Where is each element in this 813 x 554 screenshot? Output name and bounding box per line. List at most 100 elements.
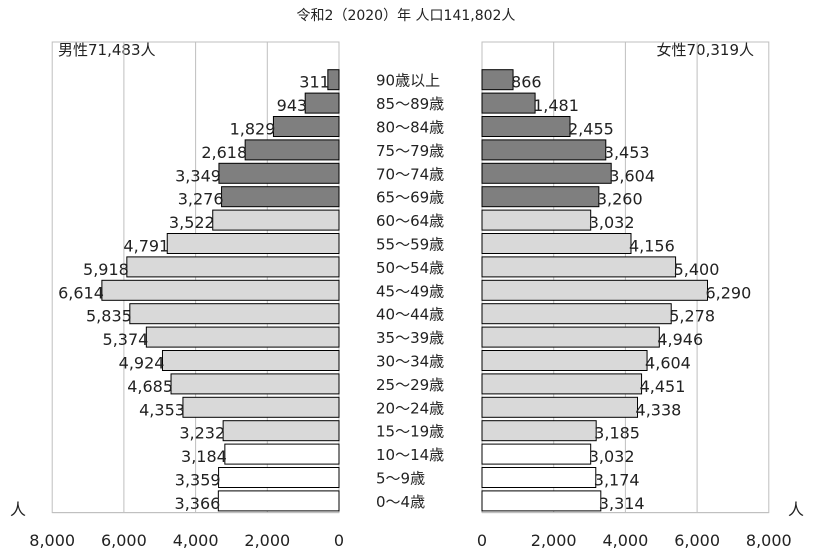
male-tick-label: 2,000	[244, 531, 290, 550]
age-group-label: 35～39歳	[376, 329, 444, 347]
female-value-label: 2,455	[568, 120, 614, 139]
female-value-label: 4,451	[640, 377, 686, 396]
male-tick-label: 4,000	[173, 531, 219, 550]
male-header: 男性71,483人	[58, 41, 156, 59]
male-bar	[218, 162, 340, 184]
female-value-label: 3,032	[589, 213, 635, 232]
male-bar	[212, 209, 340, 231]
female-value-label: 3,032	[589, 447, 635, 466]
male-bar	[217, 490, 340, 512]
female-tick-label: 4,000	[602, 531, 648, 550]
female-value-label: 1,481	[533, 96, 579, 115]
female-value-label: 3,174	[594, 471, 640, 490]
female-bar	[481, 373, 643, 395]
male-value-label: 2,618	[201, 143, 247, 162]
female-bar	[481, 116, 571, 137]
male-bar	[221, 186, 340, 208]
male-value-label: 3,366	[175, 494, 221, 513]
male-bar	[304, 92, 340, 114]
female-bar	[481, 467, 597, 488]
age-group-label: 45～49歳	[376, 282, 444, 300]
age-group-label: 20～24歳	[376, 399, 444, 417]
age-group-label: 55～59歳	[376, 236, 444, 254]
right-unit-label: 人	[788, 500, 804, 519]
age-group-label: 5～9歳	[376, 470, 425, 488]
male-value-label: 3,232	[179, 424, 225, 443]
male-bar	[145, 326, 340, 348]
age-group-label: 25～29歳	[376, 376, 444, 394]
female-value-label: 3,604	[609, 166, 655, 185]
age-group-label: 0～4歳	[376, 493, 425, 511]
female-tick-label: 6,000	[674, 531, 720, 550]
male-value-label: 1,829	[230, 120, 276, 139]
male-tick-label: 8,000	[29, 531, 75, 550]
female-bar	[481, 233, 632, 254]
female-bar	[481, 162, 612, 184]
age-group-label: 70～74歳	[376, 165, 444, 183]
age-group-label: 85～89歳	[376, 95, 444, 113]
male-value-label: 5,835	[86, 307, 132, 326]
male-bar	[126, 256, 340, 278]
age-group-label: 90歳以上	[376, 72, 440, 90]
female-value-label: 6,290	[705, 283, 751, 302]
age-group-label: 15～19歳	[376, 423, 444, 441]
age-group-label: 75～79歳	[376, 142, 444, 160]
male-value-label: 4,924	[119, 354, 165, 373]
female-value-label: 3,260	[597, 190, 643, 209]
male-value-label: 4,353	[139, 400, 185, 419]
male-value-label: 3,349	[175, 166, 221, 185]
male-value-label: 5,374	[103, 330, 149, 349]
male-bar	[272, 116, 340, 137]
female-bar	[481, 186, 600, 208]
male-bar	[170, 373, 340, 395]
female-value-label: 3,314	[599, 494, 645, 513]
male-bar	[129, 303, 340, 325]
male-value-label: 3,359	[175, 471, 221, 490]
female-value-label: 5,278	[669, 307, 715, 326]
female-bar	[481, 350, 648, 371]
female-bar	[481, 139, 607, 161]
male-value-label: 3,522	[169, 213, 215, 232]
age-group-label: 50～54歳	[376, 259, 444, 277]
male-value-label: 5,918	[83, 260, 129, 279]
female-bar	[481, 326, 660, 348]
age-group-label: 10～14歳	[376, 446, 444, 464]
male-value-label: 4,791	[123, 237, 169, 256]
age-group-label: 30～34歳	[376, 353, 444, 371]
male-tick-label: 0	[334, 531, 344, 550]
age-group-label: 80～84歳	[376, 119, 444, 137]
female-value-label: 866	[511, 73, 542, 92]
age-group-label: 40～44歳	[376, 306, 444, 324]
female-value-label: 4,156	[629, 237, 675, 256]
male-value-label: 3,184	[181, 447, 227, 466]
male-bar	[222, 420, 340, 442]
female-bar	[481, 443, 592, 465]
male-value-label: 4,685	[127, 377, 173, 396]
male-bar	[327, 69, 340, 91]
male-value-label: 3,276	[178, 190, 224, 209]
female-bar	[481, 209, 592, 231]
male-bar	[161, 350, 340, 371]
age-group-label: 65～69歳	[376, 189, 444, 207]
female-value-label: 5,400	[674, 260, 720, 279]
male-bar	[101, 279, 340, 301]
female-value-label: 4,946	[657, 330, 703, 349]
female-tick-label: 2,000	[531, 531, 577, 550]
female-bar	[481, 256, 677, 278]
female-value-label: 3,453	[604, 143, 650, 162]
female-value-label: 3,185	[594, 424, 640, 443]
left-unit-label: 人	[10, 500, 26, 519]
male-value-label: 6,614	[58, 283, 104, 302]
female-bar	[481, 420, 597, 442]
male-bar	[182, 396, 340, 418]
male-bar	[218, 467, 340, 488]
female-panel: 0 2,000 4,000 6,000 8,000 866 1,481 2,455 3,453 3…	[477, 41, 792, 550]
male-tick-label: 6,000	[101, 531, 147, 550]
age-labels: 90歳以上 85～89歳 80～84歳 75～79歳 70～74歳 65～69歳 60～64…	[376, 72, 444, 511]
female-bar	[481, 490, 602, 512]
female-value-label: 4,338	[636, 400, 682, 419]
female-bar	[481, 279, 708, 301]
female-bar	[481, 69, 514, 91]
